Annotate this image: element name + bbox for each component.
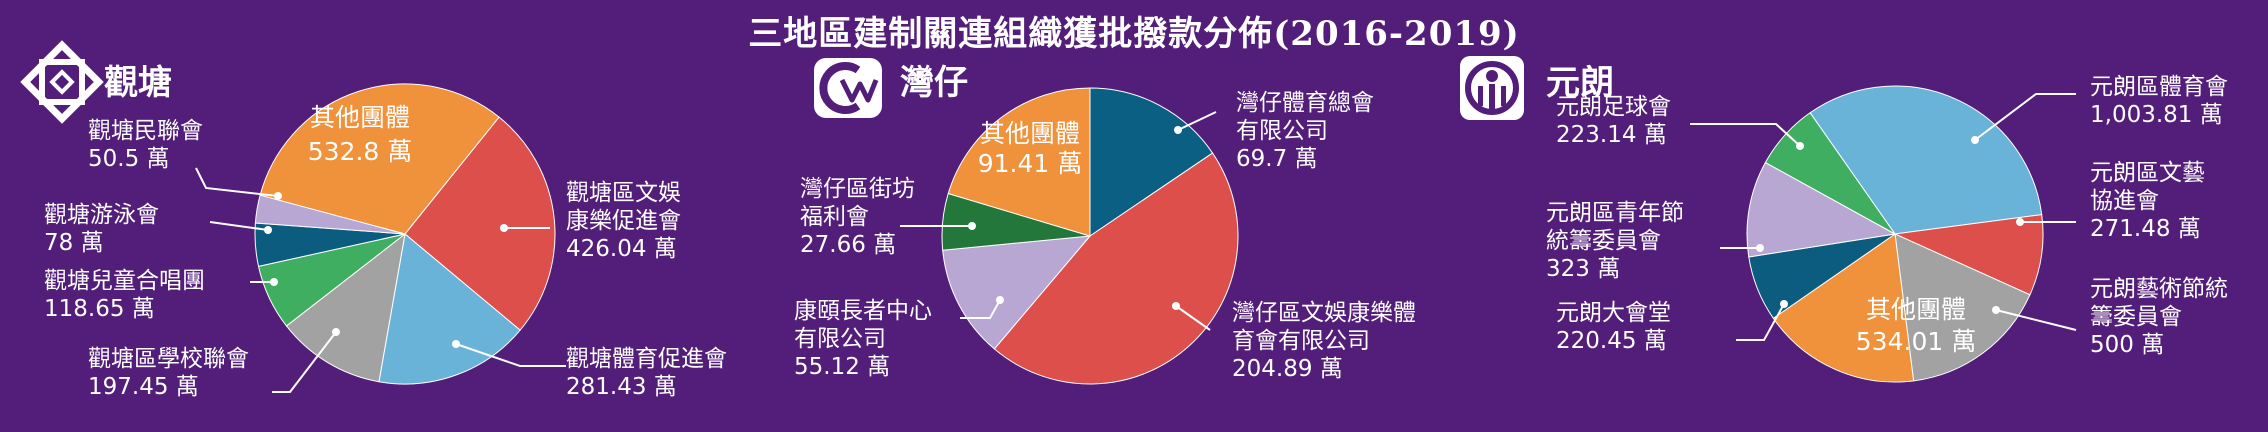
district-title: 觀塘 xyxy=(104,63,172,103)
leader-line xyxy=(1690,123,1801,147)
district-logos xyxy=(20,40,1524,124)
slice-label: 有限公司 xyxy=(1236,118,1328,144)
slice-value: 204.89 萬 xyxy=(1232,356,1343,382)
leader-dot xyxy=(500,224,508,232)
slice-value: 281.43 萬 xyxy=(566,374,677,400)
slice-label: 元朗足球會 xyxy=(1556,94,1671,120)
leader-dot xyxy=(270,278,278,286)
slice-value: 534.01 萬 xyxy=(1856,327,1976,356)
pies xyxy=(254,83,2044,385)
slice-label: 其他團體 xyxy=(1866,295,1966,324)
pie-slice xyxy=(285,232,406,383)
leader-dot xyxy=(996,296,1004,304)
slice-value: 55.12 萬 xyxy=(794,354,890,380)
slice-value: 50.5 萬 xyxy=(88,146,170,172)
slice-label: 灣仔區文娛康樂體 xyxy=(1232,300,1416,326)
leader-dot xyxy=(264,226,272,234)
pie-slice xyxy=(378,233,521,385)
slice-label: 其他團體 xyxy=(310,103,410,132)
slice-label: 灣仔區街坊 xyxy=(800,176,915,202)
leader-dot xyxy=(332,328,340,336)
leader-dot xyxy=(274,192,282,200)
slice-value: 532.8 萬 xyxy=(308,137,413,166)
pie-slice xyxy=(947,87,1091,237)
leader-dot xyxy=(1796,142,1804,150)
slice-label: 籌委員會 xyxy=(2090,304,2182,330)
slice-value: 197.45 萬 xyxy=(88,374,199,400)
slice-label: 觀塘區文娛 xyxy=(566,180,681,206)
leader-line xyxy=(209,221,269,231)
slice-label: 灣仔體育總會 xyxy=(1236,90,1374,116)
slice-label: 元朗區文藝 xyxy=(2090,160,2205,186)
pie-slice xyxy=(259,83,500,235)
slice-label: 觀塘游泳會 xyxy=(44,202,159,228)
slice-label: 元朗藝術節統 xyxy=(2090,276,2228,302)
pie-slice xyxy=(254,194,406,235)
leader-dot xyxy=(968,222,976,230)
wan-chai-logo-icon xyxy=(814,58,882,118)
slice-label: 福利會 xyxy=(800,204,869,230)
slice-value: 91.41 萬 xyxy=(978,149,1083,178)
leader-line xyxy=(1177,111,1217,131)
slice-value: 426.04 萬 xyxy=(566,236,677,262)
slice-label: 元朗區青年節 xyxy=(1546,200,1684,226)
yuen-long-logo-icon xyxy=(1460,56,1524,120)
slice-value: 78 萬 xyxy=(44,230,104,256)
slice-label: 康樂促進會 xyxy=(566,208,681,234)
slice-label: 觀塘兒童合唱團 xyxy=(44,268,205,294)
leader-line xyxy=(272,331,337,393)
page-title: 三地區建制關連組織獲批撥款分佈(2016-2019) xyxy=(748,14,1520,54)
slice-label: 統籌委員會 xyxy=(1546,228,1661,254)
slice-value: 220.45 萬 xyxy=(1556,328,1667,354)
leader-line xyxy=(1974,93,2076,141)
leader-dot xyxy=(1780,300,1788,308)
pie-slice xyxy=(1746,161,1897,258)
slice-label: 觀塘區學校聯會 xyxy=(88,346,249,372)
pie-slice xyxy=(1894,233,2031,382)
slice-value: 27.66 萬 xyxy=(800,232,896,258)
pie-slice xyxy=(993,152,1239,385)
pie-slice xyxy=(1772,233,1915,383)
pie-slice xyxy=(1893,214,2044,296)
slice-label: 觀塘民聯會 xyxy=(88,118,203,144)
leader-dot xyxy=(1172,302,1180,310)
slice-label: 有限公司 xyxy=(794,326,886,352)
slice-label: 康頤長者中心 xyxy=(794,298,932,324)
leader-dot xyxy=(1756,244,1764,252)
slice-label: 元朗區體育會 xyxy=(2090,74,2228,100)
pie-slice xyxy=(1809,85,2043,235)
slice-value: 118.65 萬 xyxy=(44,296,155,322)
slice-label: 育會有限公司 xyxy=(1232,328,1370,354)
pie-slice xyxy=(1089,87,1214,237)
slice-label: 其他團體 xyxy=(980,119,1080,148)
kwun-tong-logo-icon xyxy=(20,40,104,124)
leader-line xyxy=(960,299,1001,319)
pie-slice xyxy=(404,116,556,331)
leader-line xyxy=(1995,309,2077,331)
slice-value: 323 萬 xyxy=(1546,256,1620,282)
leader-dot xyxy=(1174,126,1182,134)
slice-value: 69.7 萬 xyxy=(1236,146,1318,172)
district-title: 灣仔 xyxy=(900,63,968,103)
slice-value: 500 萬 xyxy=(2090,332,2164,358)
slice-label: 協進會 xyxy=(2090,188,2159,214)
slice-value: 1,003.81 萬 xyxy=(2090,102,2223,128)
pie-slice xyxy=(942,235,1092,350)
leader-dot xyxy=(1992,306,2000,314)
slice-label: 觀塘體育促進會 xyxy=(566,346,727,372)
leader-line xyxy=(455,343,566,367)
slice-value: 223.14 萬 xyxy=(1556,122,1667,148)
district-title: 元朗 xyxy=(1546,63,1614,103)
leader-line xyxy=(195,167,279,197)
district-titles: 觀塘 灣仔 元朗 xyxy=(104,63,1614,103)
slice-label: 元朗大會堂 xyxy=(1556,300,1671,326)
leader-dot xyxy=(452,340,460,348)
slice-value: 271.48 萬 xyxy=(2090,216,2201,242)
leader-dot xyxy=(2016,218,2024,226)
leader-dot xyxy=(1971,136,1979,144)
leader-line xyxy=(1736,303,1785,341)
leader-line xyxy=(1175,305,1211,331)
